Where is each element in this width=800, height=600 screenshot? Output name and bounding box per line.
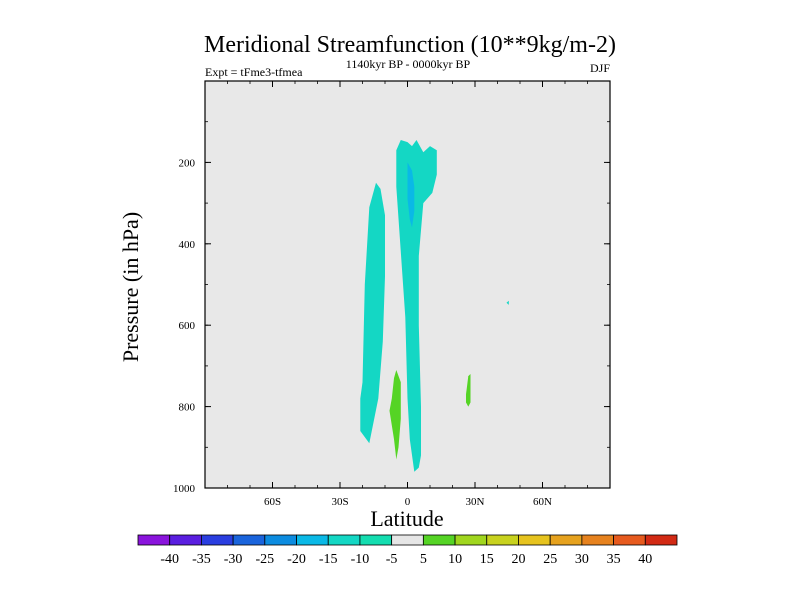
colorbar-swatch (422, 534, 456, 546)
colorbar-label: -40 (160, 552, 179, 567)
colorbar-label: 30 (575, 552, 589, 567)
colorbar-label: -10 (351, 552, 370, 567)
x-tick-label: 60S (264, 496, 281, 508)
contour-region-sh-surface-positive (389, 370, 401, 460)
colorbar-label: 5 (420, 552, 427, 567)
colorbar-swatch (264, 534, 297, 546)
colorbar-label: 20 (512, 552, 526, 567)
x-tick-label: 0 (405, 496, 411, 508)
colorbar-swatch (549, 534, 583, 546)
y-tick-label: 200 (179, 157, 196, 169)
y-axis-title: Pressure (in hPa) (118, 212, 143, 362)
x-tick-label: 30N (466, 496, 485, 508)
colorbar-swatch (327, 534, 361, 546)
colorbar: -40 -35 -30 -25 -20 -15 -10 -5 5 10 15 20 25 30 35 40 (137, 534, 678, 567)
chart-title: Meridional Streamfunction (10**9kg/m-2) (204, 32, 616, 58)
colorbar-swatch (454, 534, 488, 546)
colorbar-swatch (581, 534, 614, 546)
colorbar-label: 25 (543, 552, 557, 567)
contour-region-equatorial-negative (396, 140, 437, 472)
colorbar-swatch (296, 534, 329, 546)
x-tick-label: 30S (331, 496, 348, 508)
colorbar-swatch (644, 534, 678, 546)
colorbar-swatch (613, 534, 646, 546)
y-tick-label: 800 (179, 402, 196, 414)
season-label: DJF (590, 61, 610, 75)
axis-ticks: 60S 30S 0 30N 60N 200 400 600 800 1000 (173, 81, 611, 508)
y-tick-label: 400 (179, 239, 196, 251)
y-tick-label: 1000 (173, 483, 196, 495)
colorbar-swatch (137, 534, 171, 546)
contour-region-nh-mid-negative (506, 300, 509, 305)
time-range-label: 1140kyr BP - 0000kyr BP (346, 57, 471, 71)
contour-region-nh-surface-positive (466, 374, 471, 407)
colorbar-swatch (518, 534, 551, 546)
colorbar-label: -15 (319, 552, 338, 567)
colorbar-label: 15 (480, 552, 494, 567)
colorbar-label: -25 (255, 552, 274, 567)
contour-regions (360, 140, 509, 472)
x-axis-title: Latitude (370, 506, 443, 531)
y-tick-label: 600 (179, 320, 196, 332)
colorbar-swatch (201, 534, 234, 546)
colorbar-label: -20 (287, 552, 306, 567)
contour-region-sh-cell-negative (360, 182, 385, 444)
colorbar-label: -35 (192, 552, 211, 567)
colorbar-label: 35 (607, 552, 621, 567)
colorbar-swatch (486, 534, 519, 546)
colorbar-label: -30 (224, 552, 243, 567)
colorbar-label: -5 (386, 552, 398, 567)
colorbar-label: 10 (448, 552, 462, 567)
x-tick-label: 60N (533, 496, 552, 508)
contour-region-equatorial-core-negative (407, 162, 415, 228)
colorbar-swatch (169, 534, 202, 546)
colorbar-swatch (391, 534, 424, 546)
colorbar-swatch (359, 534, 393, 546)
experiment-label: Expt = tFme3-tfmea (205, 65, 303, 79)
colorbar-swatch (232, 534, 266, 546)
colorbar-label: 40 (638, 552, 652, 567)
